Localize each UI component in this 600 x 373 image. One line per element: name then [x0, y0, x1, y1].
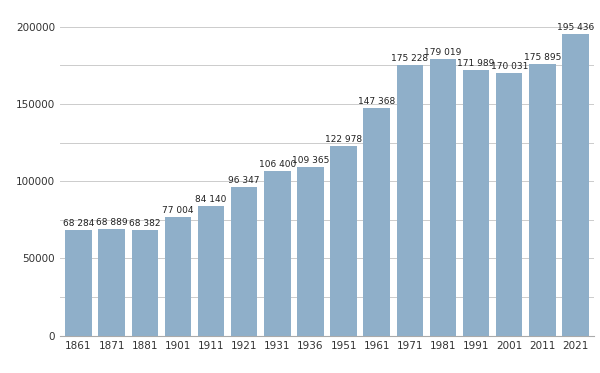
Bar — [397, 65, 423, 336]
Bar — [529, 64, 556, 336]
Text: 68 889: 68 889 — [96, 219, 127, 228]
Bar — [198, 206, 224, 336]
Text: 84 140: 84 140 — [196, 195, 227, 204]
Bar — [231, 187, 257, 336]
Bar — [297, 167, 323, 336]
Bar — [364, 108, 390, 336]
Text: 147 368: 147 368 — [358, 97, 395, 106]
Bar — [98, 229, 125, 336]
Text: 96 347: 96 347 — [229, 176, 260, 185]
Text: 122 978: 122 978 — [325, 135, 362, 144]
Bar — [496, 73, 523, 336]
Bar — [463, 70, 490, 336]
Bar — [562, 34, 589, 336]
Bar — [264, 171, 290, 336]
Bar — [131, 230, 158, 336]
Text: 68 284: 68 284 — [63, 219, 94, 228]
Text: 175 895: 175 895 — [524, 53, 561, 62]
Text: 68 382: 68 382 — [129, 219, 161, 228]
Text: 175 228: 175 228 — [391, 54, 428, 63]
Text: 195 436: 195 436 — [557, 23, 594, 32]
Text: 179 019: 179 019 — [424, 48, 461, 57]
Text: 77 004: 77 004 — [162, 206, 194, 215]
Bar — [331, 146, 357, 336]
Bar — [430, 59, 456, 336]
Bar — [164, 217, 191, 336]
Text: 106 400: 106 400 — [259, 160, 296, 169]
Bar — [65, 230, 92, 336]
Text: 171 989: 171 989 — [457, 59, 495, 68]
Text: 109 365: 109 365 — [292, 156, 329, 165]
Text: 170 031: 170 031 — [491, 62, 528, 71]
